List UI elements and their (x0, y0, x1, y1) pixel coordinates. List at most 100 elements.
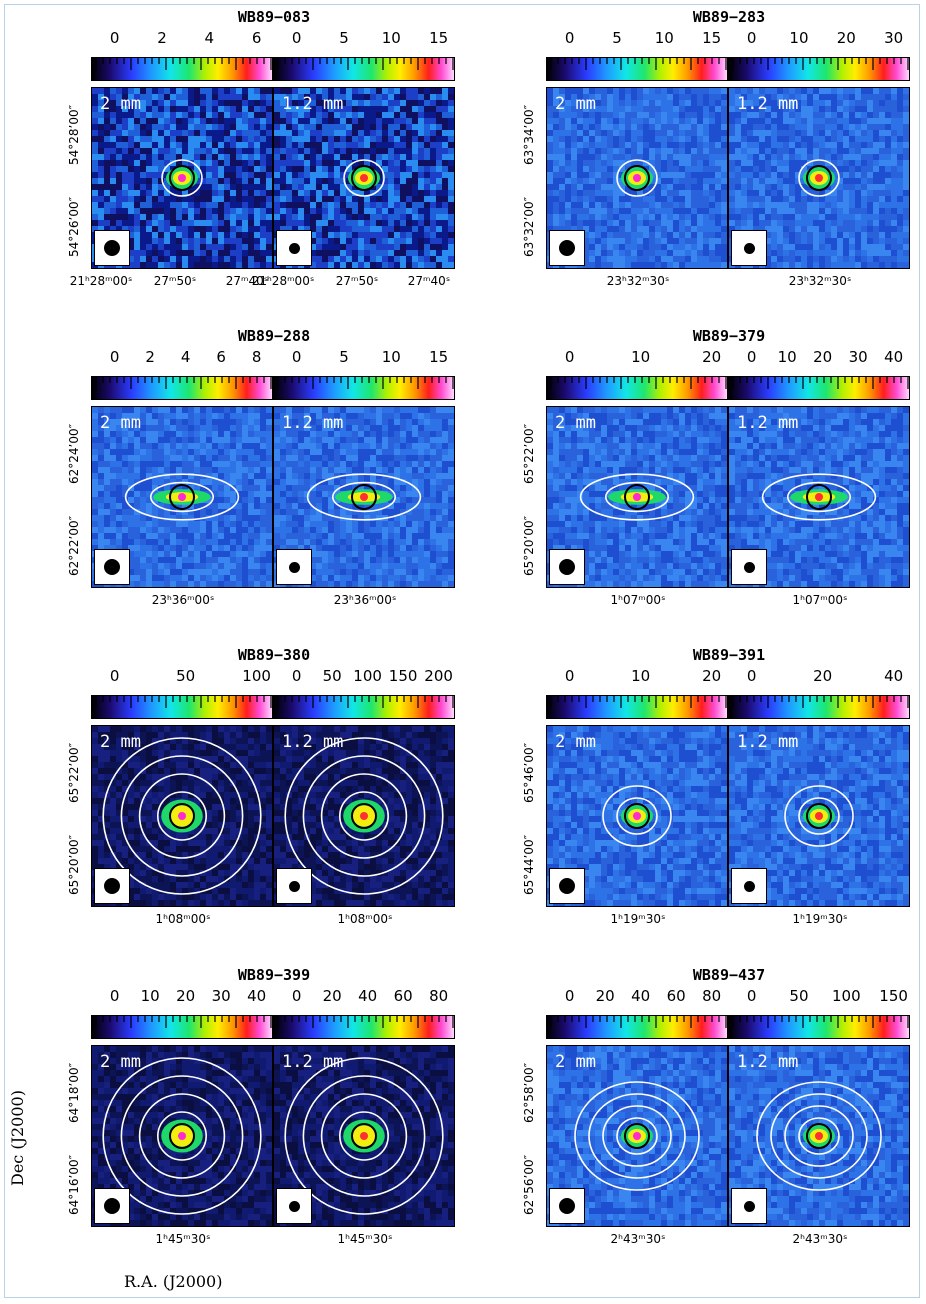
colorbar-tick-label: 20 (813, 667, 833, 685)
colorbar-tick-label: 10 (631, 667, 651, 685)
colorbar (91, 695, 273, 719)
map-panel-1-2mm: 1.2 mm (273, 87, 455, 269)
source-title: WB89−083 (237, 8, 311, 26)
band-label: 2 mm (100, 732, 141, 752)
map-panel-2mm: 2 mm (546, 87, 728, 269)
colorbar-tick-label: 60 (393, 987, 413, 1005)
beam-inset (276, 868, 312, 904)
colorbar-tick-label: 10 (381, 29, 401, 47)
colorbar (273, 695, 455, 719)
source-title: WB89−399 (237, 966, 311, 984)
beam-ellipse (744, 881, 755, 892)
colorbar-tick-label: 50 (176, 667, 196, 685)
ra-tick-label: 1ʰ19ᵐ30ˢ (610, 912, 666, 926)
ra-tick-label: 23ʰ32ᵐ30ˢ (788, 274, 852, 288)
colorbar-tick-label: 5 (339, 29, 349, 47)
beam-inset (731, 1188, 767, 1224)
colorbar (91, 376, 273, 400)
band-label: 1.2 mm (282, 1052, 344, 1072)
colorbar-tick-label: 0 (564, 667, 575, 685)
beam-ellipse (104, 559, 120, 575)
beam-inset (549, 868, 585, 904)
colorbar-tick-label: 0 (109, 348, 120, 366)
colorbar (273, 376, 455, 400)
emission-map (547, 407, 727, 587)
ra-tick-label: 27ᵐ40ˢ (225, 274, 269, 288)
colorbar-tick-label: 15 (702, 29, 722, 47)
map-panel-2mm: 2 mm (91, 1045, 273, 1227)
colorbar (91, 57, 273, 81)
band-label: 2 mm (555, 1052, 596, 1072)
colorbar-tick-label: 40 (247, 987, 267, 1005)
colorbar-tick-label: 6 (216, 348, 226, 366)
dec-tick-label: 54°28’00″ (67, 104, 81, 165)
dec-axis-title: Dec (J2000) (8, 1090, 27, 1186)
colorbar-tick-label: 40 (884, 667, 904, 685)
band-label: 2 mm (555, 732, 596, 752)
colorbar-tick-label: 20 (322, 987, 342, 1005)
dec-tick-label: 65°44’00″ (522, 834, 536, 895)
emission-map (547, 726, 727, 906)
band-label: 2 mm (555, 94, 596, 114)
colorbar-tick-label: 10 (654, 29, 674, 47)
colorbar-tick-label: 80 (429, 987, 449, 1005)
emission-map (92, 407, 272, 587)
beam-ellipse (289, 881, 300, 892)
colorbar-tick-label: 0 (291, 987, 302, 1005)
dec-tick-label: 62°22’00″ (67, 515, 81, 576)
colorbar-tick-label: 0 (564, 29, 575, 47)
beam-inset (94, 1188, 130, 1224)
dec-tick-label: 65°20’00″ (522, 515, 536, 576)
beam-ellipse (104, 240, 120, 256)
colorbar (546, 57, 728, 81)
map-panel-2mm: 2 mm (546, 406, 728, 588)
colorbar-tick-label: 50 (322, 667, 342, 685)
beam-inset (94, 230, 130, 266)
map-panel-1-2mm: 1.2 mm (728, 1045, 910, 1227)
band-label: 2 mm (555, 413, 596, 433)
emission-map (547, 1046, 727, 1226)
colorbar (546, 695, 728, 719)
band-label: 2 mm (100, 413, 141, 433)
colorbar (546, 1015, 728, 1039)
ra-tick-label: 23ʰ32ᵐ30ˢ (606, 274, 670, 288)
colorbar-tick-label: 5 (339, 348, 349, 366)
beam-ellipse (104, 878, 120, 894)
colorbar-tick-label: 0 (109, 987, 120, 1005)
colorbar-tick-label: 0 (746, 667, 757, 685)
beam-ellipse (744, 562, 755, 573)
source-title: WB89−380 (237, 646, 311, 664)
band-label: 2 mm (100, 94, 141, 114)
emission-map (92, 88, 272, 268)
colorbar-tick-label: 10 (381, 348, 401, 366)
emission-map (729, 1046, 909, 1226)
source-title: WB89−391 (692, 646, 766, 664)
dec-tick-label: 64°18’00″ (67, 1062, 81, 1123)
colorbar-tick-label: 50 (789, 987, 809, 1005)
ra-tick-label: 23ʰ36ᵐ00ˢ (151, 593, 215, 607)
emission-map (729, 726, 909, 906)
colorbar-tick-label: 100 (353, 667, 382, 685)
band-label: 1.2 mm (282, 413, 344, 433)
source-title: WB89−437 (692, 966, 766, 984)
band-label: 2 mm (100, 1052, 141, 1072)
ra-axis-title: R.A. (J2000) (124, 1272, 223, 1291)
colorbar-tick-label: 10 (631, 348, 651, 366)
colorbar-tick-label: 0 (291, 348, 302, 366)
beam-ellipse (744, 243, 755, 254)
colorbar-tick-label: 150 (388, 667, 418, 685)
beam-ellipse (559, 559, 575, 575)
beam-inset (276, 549, 312, 585)
ra-tick-label: 27ᵐ40ˢ (407, 274, 451, 288)
source-title: WB89−283 (692, 8, 766, 26)
colorbar-tick-label: 10 (777, 348, 797, 366)
beam-ellipse (559, 878, 575, 894)
emission-map (274, 88, 454, 268)
beam-inset (94, 549, 130, 585)
colorbar-tick-label: 0 (746, 987, 757, 1005)
colorbar (728, 695, 910, 719)
colorbar-tick-label: 20 (813, 348, 833, 366)
colorbar-tick-label: 20 (702, 667, 722, 685)
beam-inset (731, 230, 767, 266)
beam-inset (731, 549, 767, 585)
